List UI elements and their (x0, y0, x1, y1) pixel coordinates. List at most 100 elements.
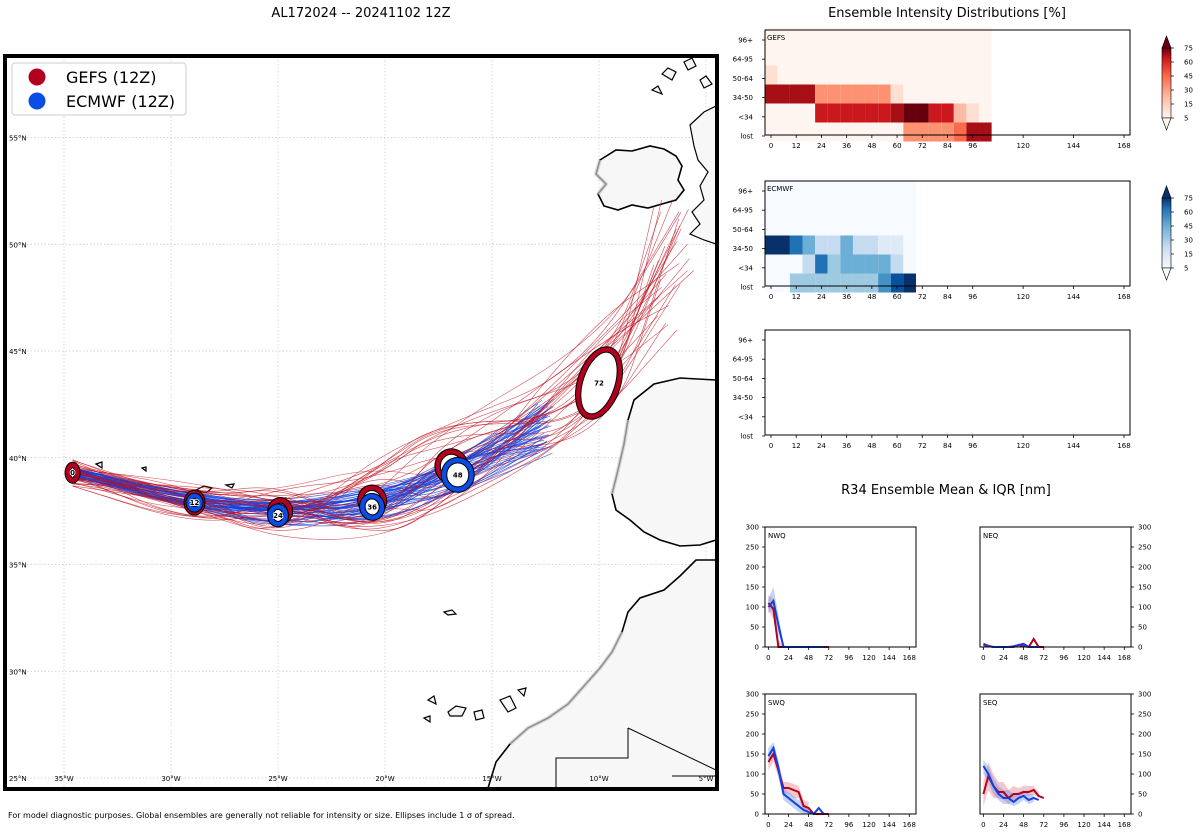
heat-cell (815, 103, 828, 123)
colorbar-tick: 30 (1184, 87, 1193, 95)
r34-x-tick: 48 (1019, 654, 1028, 662)
heat-cell (789, 65, 803, 85)
r34-y-tick: 0 (1138, 811, 1142, 819)
ellipse-hour-label: 48 (453, 471, 463, 479)
heat-cell (827, 84, 841, 104)
gefs-member-track (72, 322, 667, 524)
r34-mean-ecmwf (982, 765, 1040, 804)
r34-y-tick: 0 (1138, 644, 1142, 652)
heat-cell (915, 84, 929, 104)
heat-cell (852, 197, 866, 217)
heat-cell (953, 27, 967, 47)
heat-cell (802, 46, 816, 66)
heat-cell (890, 103, 904, 123)
heat-cell (765, 84, 778, 104)
r34-x-tick: 168 (1118, 821, 1131, 829)
intensity-hour-tick: 120 (1016, 442, 1029, 450)
gefs-member-track (72, 243, 688, 523)
intensity-hour-tick: 24 (817, 293, 826, 301)
heat-cell (765, 235, 778, 255)
r34-x-tick: 96 (844, 654, 853, 662)
heat-cell (903, 254, 916, 274)
lon-label: 10°W (589, 775, 608, 783)
heat-cell (915, 122, 929, 142)
intensity-hour-tick: 60 (893, 442, 902, 450)
legend-gefs-marker (28, 68, 46, 86)
ireland-land (595, 145, 685, 211)
r34-x-tick: 96 (1059, 654, 1068, 662)
intensity-hour-tick: 24 (817, 442, 826, 450)
heat-cell (852, 254, 866, 274)
intensity-row-label: 64-95 (733, 56, 753, 64)
r34-y-tick: 300 (1138, 691, 1151, 699)
heat-cell (815, 178, 828, 198)
heat-cell (789, 27, 803, 47)
r34-x-tick: 168 (903, 654, 916, 662)
heat-cell (827, 103, 841, 123)
iberia-land (611, 377, 716, 547)
intensity-hour-tick: 84 (943, 442, 952, 450)
heat-cell (777, 84, 790, 104)
r34-x-tick: 72 (824, 821, 833, 829)
intensity-row-label: 34-50 (733, 394, 753, 402)
r34-x-tick: 0 (981, 821, 985, 829)
heat-cell (765, 122, 778, 142)
intensity-hour-tick: 120 (1016, 142, 1029, 150)
intensity-panel-2: ECMWF 96+ 64-95 50-64 34-50 <34 lost 0 12 24 36 48 6… (733, 178, 1131, 301)
legend-gefs-label: GEFS (12Z) (66, 68, 156, 87)
r34-y-tick: 50 (1138, 791, 1147, 799)
gefs-member-track (72, 260, 659, 514)
r34-y-tick: 250 (1138, 544, 1151, 552)
heat-cell (878, 103, 891, 123)
intensity-hour-tick: 168 (1117, 293, 1130, 301)
intensity-hour-tick: 84 (943, 142, 952, 150)
heat-cell (915, 27, 929, 47)
heat-cell (815, 65, 828, 85)
heat-cell (890, 65, 904, 85)
intensity-hour-tick: 72 (918, 142, 927, 150)
intensity-hour-tick: 0 (769, 442, 773, 450)
intensity-row-label: 96+ (738, 337, 753, 345)
lon-label: 25°W (268, 775, 287, 783)
heat-cell (903, 84, 916, 104)
heat-cell (941, 27, 954, 47)
lat-label: 30°N (9, 668, 27, 676)
heat-cell (840, 178, 853, 198)
heat-cell (815, 46, 828, 66)
r34-y-tick: 200 (746, 731, 759, 739)
intensity-row-label: <34 (738, 413, 753, 421)
colorbar-tick: 5 (1184, 265, 1188, 273)
heat-cell (802, 103, 816, 123)
heat-cell (890, 197, 904, 217)
r34-y-tick: 150 (1138, 584, 1151, 592)
ellipse-hour-label: 0 (70, 469, 75, 477)
r34-iqr-band-gefs (768, 746, 809, 814)
colorbar-tick: 75 (1184, 195, 1193, 203)
legend-ecmwf-marker (28, 92, 46, 110)
heat-cell (979, 103, 992, 123)
r34-y-tick: 200 (746, 564, 759, 572)
r34-x-tick: 0 (981, 654, 985, 662)
intensity-hour-tick: 12 (792, 442, 801, 450)
heat-cell (852, 122, 866, 142)
heat-cell (765, 273, 778, 293)
r34-y-tick: 0 (755, 811, 759, 819)
heat-cell (941, 46, 954, 66)
canary-islands (422, 687, 527, 724)
gefs-member-track (72, 211, 680, 529)
gefs-colorbar: 5 15 30 45 60 75 (1161, 35, 1193, 131)
intensity-hour-tick: 12 (792, 293, 801, 301)
heat-cell (966, 84, 980, 104)
heat-cell (878, 122, 891, 142)
r34-y-tick: 300 (746, 524, 759, 532)
heat-cell (878, 254, 891, 274)
r34-y-tick: 100 (1138, 771, 1151, 779)
heat-cell (802, 235, 816, 255)
map-title: AL172024 -- 20241102 12Z (271, 6, 450, 21)
ecmwf-ellipse-12h (185, 492, 204, 513)
ecmwf-ellipse-24h (267, 503, 289, 528)
colorbar-tick: 45 (1184, 223, 1193, 231)
r34-y-tick: 0 (755, 644, 759, 652)
intensity-hour-tick: 0 (769, 142, 773, 150)
